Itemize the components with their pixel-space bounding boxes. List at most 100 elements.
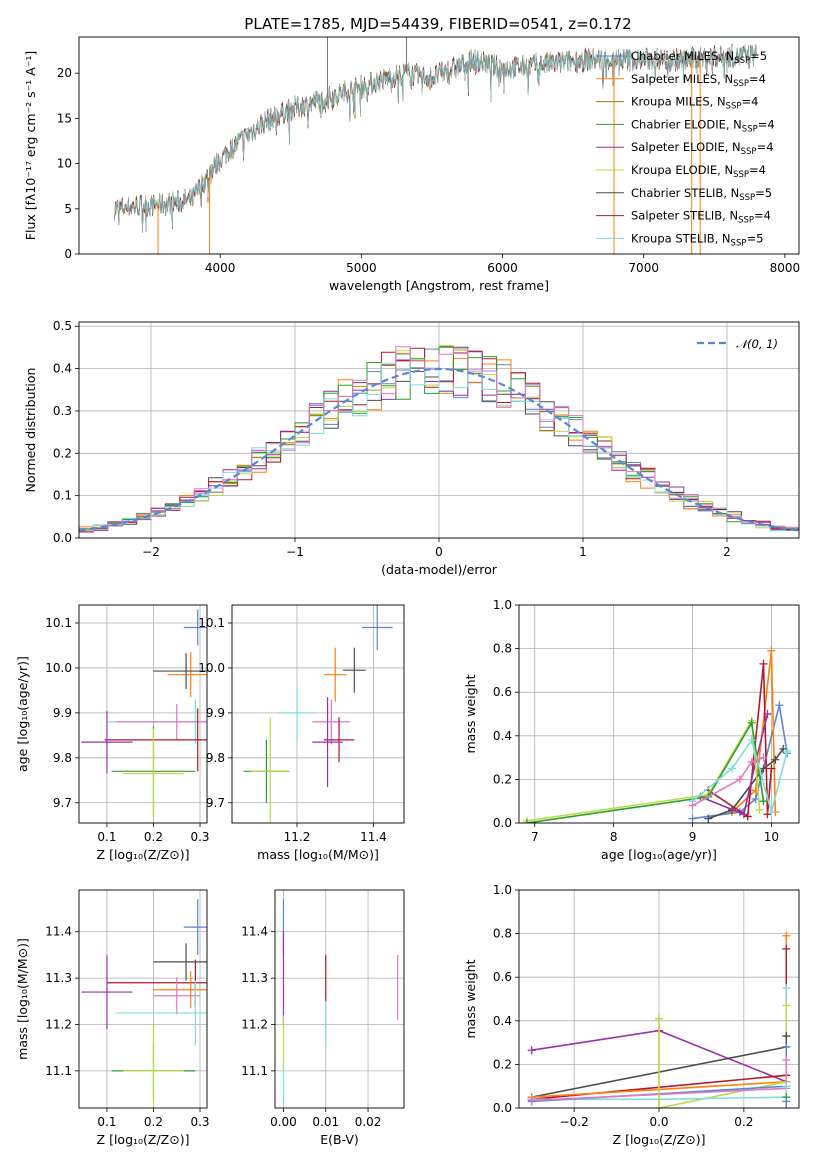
y-tick-label: 10.0: [198, 661, 225, 675]
x-tick-label: 8: [610, 830, 618, 844]
point-marker: [688, 814, 697, 823]
y-axis-label: Flux [fλ10⁻¹⁷ erg cm⁻² s⁻¹ A⁻¹]: [23, 51, 38, 240]
x-axis-label: Z [log₁₀(Z/Z⊙)]: [97, 1132, 190, 1147]
mass-vs-EBV-frame: [274, 889, 405, 1109]
age-vs-mass-points: [243, 605, 393, 823]
x-tick-label: 0.3: [190, 1115, 209, 1129]
series-path: [692, 756, 764, 807]
point-marker: [747, 718, 756, 727]
spectrum-frame: [78, 36, 800, 255]
x-tick-label: 8000: [770, 261, 801, 275]
y-tick-label: 0.2: [493, 1057, 512, 1071]
point-marker: [755, 805, 764, 814]
y-axis-label: mass [log₁₀(M/M⊙)]: [15, 938, 30, 1060]
normal-curve: [79, 367, 799, 532]
data-point: [323, 717, 355, 763]
x-tick-label: 0.1: [97, 1115, 116, 1129]
data-point: [342, 647, 366, 693]
x-tick-label: 5000: [346, 261, 377, 275]
y-tick-label: 0.4: [493, 729, 512, 743]
y-tick-label: 5: [64, 202, 72, 216]
series-line: [522, 716, 764, 823]
y-tick-label: 20: [57, 66, 72, 80]
point-marker: [782, 984, 791, 993]
y-tick-label: 11.4: [45, 925, 72, 939]
y-tick-label: 10.1: [198, 616, 225, 630]
series-line: [696, 710, 772, 819]
point-marker: [767, 646, 776, 655]
legend-entry: 𝒩(0, 1): [736, 337, 778, 351]
point-marker: [767, 808, 776, 817]
x-axis-label: (data-model)/error: [381, 562, 498, 577]
y-axis-label: age [log₁₀(age/yr)]: [15, 656, 30, 772]
x-tick-label: 0.3: [190, 830, 209, 844]
x-tick-label: 7: [531, 830, 539, 844]
x-tick-label: 0: [435, 545, 443, 559]
x-tick-label: 6000: [487, 261, 518, 275]
series-line: [688, 736, 792, 817]
point-marker: [782, 944, 791, 953]
x-tick-label: 0.00: [270, 1115, 297, 1129]
point-marker: [735, 775, 744, 784]
age-vs-Z-axes: 0.1 0.2 0.3 9.7 9.8 9.9 10.0 10.1 Z [log₁₀(Z/Z⊙)…: [15, 605, 210, 862]
massweight-vs-Z-series: [527, 931, 791, 1108]
y-tick-label: 10.0: [45, 661, 72, 675]
figure-title: PLATE=1785, MJD=54439, FIBERID=0541, z=0…: [244, 15, 631, 33]
y-tick-label: 0.6: [493, 970, 512, 984]
y-tick-label: 0.0: [493, 816, 512, 830]
data-point: [116, 980, 207, 1046]
point-marker: [522, 819, 531, 823]
mass-vs-Z-frame: [78, 889, 208, 1109]
y-tick-label: 0.2: [493, 772, 512, 786]
x-tick-label: 11.4: [360, 830, 387, 844]
x-tick-label: 0.01: [312, 1115, 339, 1129]
y-tick-label: 11.1: [45, 1064, 72, 1078]
x-tick-label: 4000: [205, 261, 236, 275]
y-tick-label: 1.0: [493, 598, 512, 612]
y-tick-label: 0.8: [493, 927, 512, 941]
y-tick-label: 0.8: [493, 642, 512, 656]
mass-vs-Z-points: [81, 899, 207, 1108]
point-marker: [775, 701, 784, 710]
age-vs-Z-frame: [78, 604, 208, 824]
y-tick-label: 0.0: [53, 531, 72, 545]
massweight-vs-age-axes: 7 8 9 10 0.0 0.2 0.4 0.6 0.8 1.0 age [log₁₀(age/yr…: [463, 598, 799, 862]
y-tick-label: 0.4: [493, 1014, 512, 1028]
data-point: [312, 699, 351, 745]
x-tick-label: 0.2: [144, 1115, 163, 1129]
x-tick-label: 0.02: [355, 1115, 382, 1129]
y-tick-label: 10.1: [45, 616, 72, 630]
x-axis-label: mass [log₁₀(M/M⊙)]: [257, 847, 379, 862]
x-tick-label: 2: [723, 545, 731, 559]
data-point: [183, 899, 207, 955]
spectrum-axes: 4000 5000 6000 7000 8000 0 5 10 15 20 wavelength […: [23, 51, 800, 293]
age-vs-mass-axes: 11.2 11.4 9.7 9.8 9.9 10.0 10.1 mass [log₁₀(M/M…: [198, 605, 404, 862]
legend-entry: Kroupa MILES, NSSP=4: [631, 95, 758, 112]
y-tick-label: 0.5: [53, 319, 72, 333]
x-axis-label: Z [log₁₀(Z/Z⊙)]: [97, 847, 190, 862]
series-path: [731, 650, 777, 813]
residuals-frame: [78, 321, 800, 539]
data-point: [361, 605, 393, 650]
point-marker: [759, 797, 768, 806]
point-marker: [782, 1001, 791, 1010]
point-marker: [747, 757, 756, 766]
y-tick-label: 0.6: [493, 685, 512, 699]
x-tick-label: −0.2: [560, 1115, 589, 1129]
y-tick-label: 1.0: [493, 883, 512, 897]
y-tick-label: 0.0: [493, 1101, 512, 1115]
x-tick-label: 0.1: [97, 830, 116, 844]
y-tick-label: 11.3: [45, 971, 72, 985]
point-marker: [704, 814, 713, 823]
x-tick-label: 10: [764, 830, 779, 844]
point-marker: [527, 1046, 536, 1055]
data-point: [123, 1024, 184, 1108]
y-axis-label: mass weight: [463, 674, 478, 753]
age-vs-mass-frame: [231, 604, 405, 824]
point-marker: [747, 736, 756, 745]
legend-entry: Salpeter ELODIE, NSSP=4: [631, 140, 774, 157]
y-tick-label: 9.8: [53, 751, 72, 765]
x-tick-label: −1: [286, 545, 304, 559]
x-axis-label: wavelength [Angstrom, rest frame]: [329, 278, 549, 293]
